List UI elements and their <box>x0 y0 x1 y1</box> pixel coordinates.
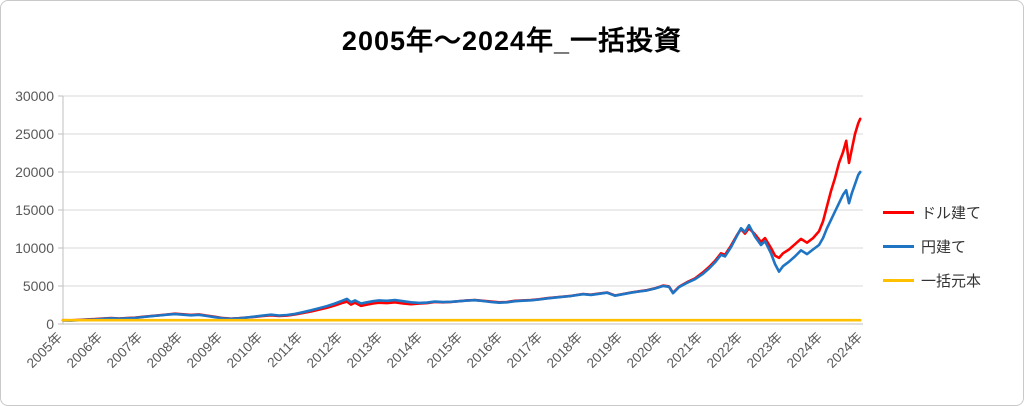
x-tick-label: 2024年 <box>784 330 825 371</box>
legend-item-jpy: 円建て <box>883 229 981 263</box>
series-line-usd <box>61 117 862 322</box>
x-tick-label: 2005年 <box>24 330 65 371</box>
y-tick-label: 10000 <box>15 240 54 256</box>
x-tick-label: 2019年 <box>584 330 625 371</box>
legend-swatch-principal <box>883 278 914 282</box>
chart-legend: ドル建て円建て一括元本 <box>883 195 981 297</box>
x-tick-label: 2013年 <box>344 330 385 371</box>
x-tick-label: 2007年 <box>104 330 145 371</box>
y-tick-label: 25000 <box>15 126 54 142</box>
y-tick-label: 0 <box>46 316 54 332</box>
x-tick-label: 2023年 <box>744 330 785 371</box>
x-tick-label: 2009年 <box>184 330 225 371</box>
x-tick-label: 2021年 <box>664 330 705 371</box>
series-line-jpy <box>61 170 862 322</box>
x-tick-label: 2008年 <box>144 330 185 371</box>
chart-title: 2005年〜2024年_一括投資 <box>341 26 683 56</box>
x-tick-label: 2006年 <box>64 330 105 371</box>
x-tick-label: 2017年 <box>504 330 545 371</box>
y-tick-label: 5000 <box>23 278 54 294</box>
legend-item-principal: 一括元本 <box>883 263 981 297</box>
x-tick-label: 2010年 <box>224 330 265 371</box>
legend-swatch-jpy <box>883 244 914 248</box>
y-tick-label: 15000 <box>15 202 54 218</box>
x-tick-label: 2014年 <box>384 330 425 371</box>
legend-label-usd: ドル建て <box>921 204 982 222</box>
x-tick-label: 2018年 <box>544 330 585 371</box>
legend-label-principal: 一括元本 <box>921 272 982 290</box>
x-tick-label: 2024年 <box>824 330 865 371</box>
x-tick-label: 2022年 <box>704 330 745 371</box>
legend-label-jpy: 円建て <box>921 238 967 256</box>
y-tick-label: 30000 <box>15 88 54 104</box>
x-tick-label: 2011年 <box>264 330 305 371</box>
y-tick-label: 20000 <box>15 164 54 180</box>
legend-swatch-usd <box>883 210 914 214</box>
x-tick-label: 2020年 <box>624 330 665 371</box>
legend-item-usd: ドル建て <box>883 195 981 229</box>
x-tick-label: 2016年 <box>464 330 505 371</box>
x-tick-label: 2015年 <box>424 330 465 371</box>
x-tick-label: 2012年 <box>304 330 345 371</box>
